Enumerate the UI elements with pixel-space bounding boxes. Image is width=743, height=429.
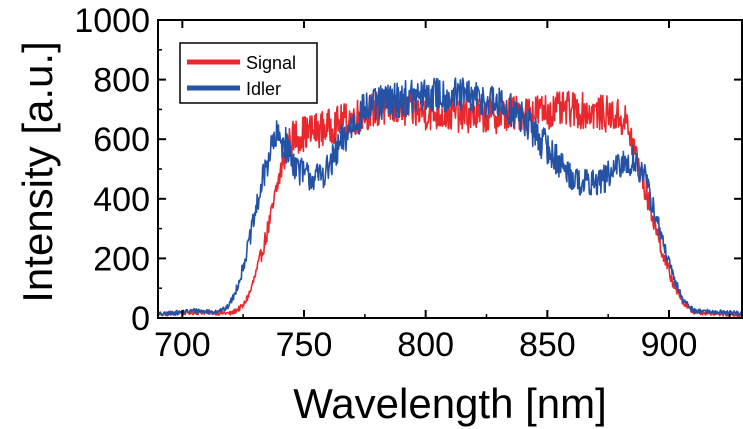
series-line-idler [157, 77, 743, 317]
series-line-signal [157, 90, 743, 318]
legend-label-signal: Signal [246, 53, 296, 73]
x-tick-label: 800 [397, 326, 454, 364]
y-axis-title-group: Intensity [a.u.] [14, 41, 61, 302]
x-tick-label: 900 [641, 326, 698, 364]
y-axis-title: Intensity [a.u.] [14, 41, 61, 302]
x-axis-title: Wavelength [nm] [293, 380, 607, 427]
legend: Signal Idler [179, 42, 318, 104]
y-tick-label: 600 [93, 121, 150, 159]
legend-box [179, 42, 318, 104]
legend-label-idler: Idler [246, 79, 281, 99]
y-tick-label: 200 [93, 240, 150, 278]
y-tick-label: 1000 [74, 2, 150, 40]
x-tick-label: 850 [519, 326, 576, 364]
x-tick-label: 750 [276, 326, 333, 364]
plot-frame [157, 19, 743, 319]
y-tick-label: 0 [131, 300, 150, 338]
plot-area [157, 77, 743, 318]
x-tick-label: 700 [154, 326, 211, 364]
y-tick-label: 800 [93, 62, 150, 100]
axis-ticks: 700 750 800 850 900 0 200 400 600 800 1000 [74, 2, 742, 364]
y-tick-label: 400 [93, 181, 150, 219]
